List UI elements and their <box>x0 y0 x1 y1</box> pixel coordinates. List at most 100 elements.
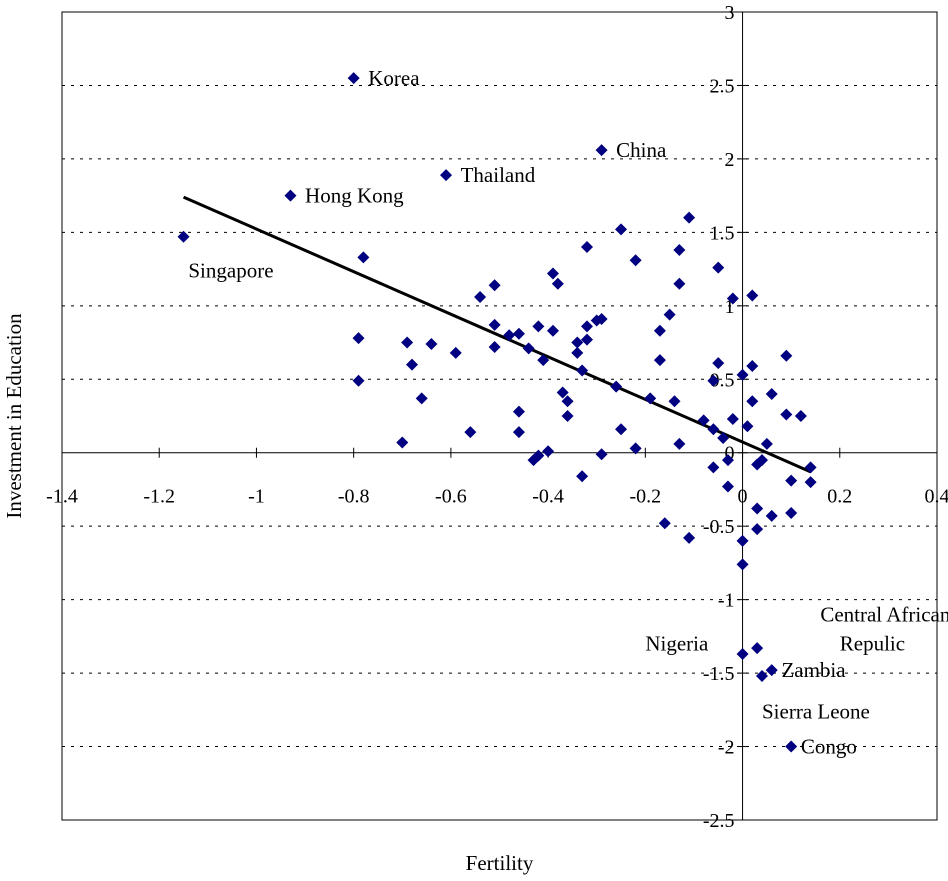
data-point <box>736 647 749 660</box>
y-tick-label: 1 <box>725 296 735 318</box>
y-tick-label: 3 <box>725 2 735 24</box>
plot-area-border <box>61 11 938 821</box>
data-point <box>785 740 798 753</box>
data-point <box>352 332 365 345</box>
x-tick-label: -1.2 <box>143 486 175 508</box>
data-point <box>653 324 666 337</box>
annotations: Korea China Thailand Hong Kong Singapore Cent… <box>188 66 948 758</box>
data-point <box>561 410 574 422</box>
x-tick-label: -0.2 <box>629 486 661 508</box>
data-point <box>615 223 628 236</box>
data-point <box>576 364 589 377</box>
data-point <box>697 414 710 427</box>
data-point <box>765 664 778 677</box>
y-tick-label: -1.5 <box>703 663 735 685</box>
country-label: Zambia <box>781 658 846 682</box>
country-label: China <box>616 138 667 162</box>
data-point <box>352 374 365 387</box>
data-point <box>561 395 574 408</box>
data-point <box>542 445 555 458</box>
x-tick-label: -0.8 <box>338 486 370 508</box>
data-point <box>440 169 453 182</box>
data-point <box>503 329 516 342</box>
data-point <box>629 442 642 455</box>
x-tick-label: 0 <box>738 486 748 508</box>
data-point <box>683 531 696 544</box>
data-point <box>721 454 734 467</box>
country-label: Hong Kong <box>305 184 404 208</box>
data-point <box>488 279 501 292</box>
trendline <box>182 195 812 474</box>
data-point <box>357 251 370 264</box>
data-point <box>527 454 540 467</box>
data-point <box>512 405 525 418</box>
country-label: Congo <box>801 735 857 759</box>
data-point <box>581 333 593 346</box>
data-point <box>595 144 608 157</box>
data-point <box>653 354 666 367</box>
trendline-group <box>182 195 812 474</box>
data-point <box>707 374 720 387</box>
data-point <box>581 320 593 333</box>
data-point <box>464 426 477 439</box>
data-point <box>751 458 764 471</box>
data-point <box>736 558 749 571</box>
tick-labels: -1.4 -1.2 -1 -0.8 -0.6 -0.4 -0.2 0 0.2 0.4 3 2.5 2 1.… <box>46 2 948 832</box>
y-tick-label: 2.5 <box>710 75 735 97</box>
data-point <box>668 395 681 408</box>
y-tick-label: 1.5 <box>710 222 735 244</box>
data-point <box>488 340 501 353</box>
data-point <box>615 423 628 436</box>
axes <box>62 12 937 820</box>
data-points <box>177 72 817 753</box>
country-label: Central African <box>820 602 948 626</box>
data-point <box>396 436 409 449</box>
data-point <box>721 480 734 493</box>
country-label: Thailand <box>461 163 536 187</box>
data-point <box>644 392 657 405</box>
data-point <box>401 336 414 349</box>
data-point <box>736 534 749 547</box>
data-point <box>736 368 749 381</box>
x-tick-label: 0.4 <box>925 486 948 508</box>
data-point <box>746 395 759 408</box>
data-point <box>756 670 768 683</box>
data-point <box>707 461 720 474</box>
x-tick-label: -1.4 <box>46 486 78 508</box>
data-point <box>765 387 778 400</box>
data-point <box>571 346 584 359</box>
y-tick-label: -2 <box>718 737 735 759</box>
country-label: Nigeria <box>645 632 709 656</box>
data-point <box>576 470 589 483</box>
data-point <box>673 277 686 290</box>
data-point <box>532 320 545 333</box>
data-point <box>785 474 798 487</box>
data-point <box>726 292 739 305</box>
data-point <box>794 410 807 422</box>
country-label: Repulic <box>840 632 905 656</box>
x-tick-label: -0.4 <box>532 486 564 508</box>
data-point <box>760 437 773 450</box>
y-tick-label: -0.5 <box>703 516 735 538</box>
data-point <box>595 448 608 461</box>
data-point <box>522 342 535 355</box>
data-point <box>707 423 720 436</box>
data-point <box>488 318 501 331</box>
data-point <box>610 380 623 393</box>
data-point <box>546 267 559 280</box>
y-tick-label: 0 <box>725 443 735 465</box>
data-point <box>673 437 686 450</box>
data-point <box>663 308 676 321</box>
data-point <box>551 277 564 290</box>
data-point <box>415 392 428 405</box>
data-point <box>683 211 696 224</box>
y-axis-title: Investment in Education <box>2 313 26 519</box>
country-label: Singapore <box>188 259 273 283</box>
data-point <box>746 360 759 373</box>
data-point <box>746 289 759 302</box>
country-label: Korea <box>368 66 420 90</box>
data-point <box>537 354 550 367</box>
data-point <box>425 338 438 351</box>
